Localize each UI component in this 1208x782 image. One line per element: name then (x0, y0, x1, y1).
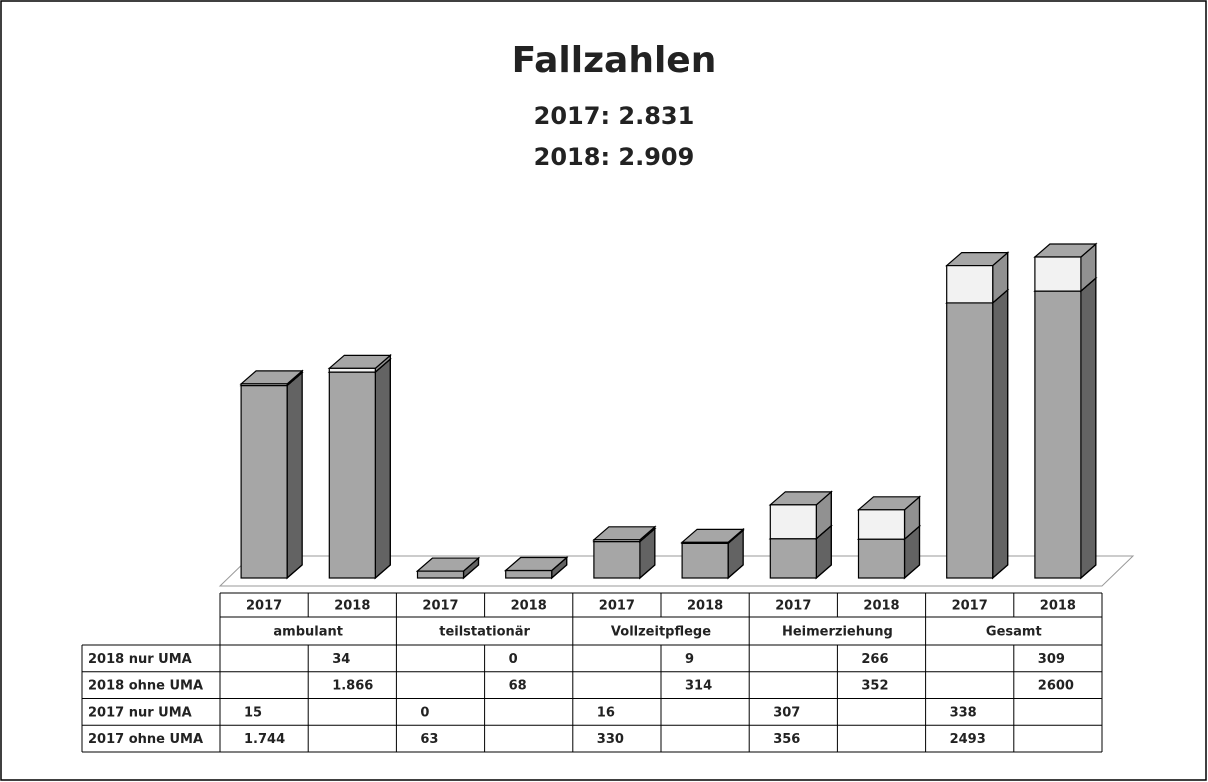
bar-segment (592, 527, 657, 580)
bar-segment (327, 357, 392, 580)
table-value: 0 (509, 652, 518, 667)
bar (593, 539, 641, 543)
bar (1034, 290, 1082, 579)
bar-segment (327, 354, 392, 374)
bar-side-shade (992, 288, 1009, 580)
bar (946, 302, 994, 579)
subtitle: 2017: 2.831 (534, 102, 695, 130)
x-tick-label: 2017 (246, 599, 282, 614)
table-value: 2493 (950, 732, 986, 747)
bar-top (504, 556, 569, 572)
group-label: ambulant (273, 625, 343, 640)
bar-segment (945, 288, 1010, 580)
bar-side-shade (374, 357, 391, 580)
table-value: 266 (861, 652, 888, 667)
table-value: 68 (509, 679, 527, 694)
table-value: 9 (685, 652, 694, 667)
bar-segment (504, 556, 569, 572)
table-value: 307 (773, 705, 800, 720)
bar (769, 538, 817, 579)
table-value: 330 (597, 732, 624, 747)
bar (946, 265, 994, 304)
bar-segment (945, 251, 1010, 305)
x-tick-label: 2017 (422, 599, 458, 614)
table-value: 356 (773, 732, 800, 747)
x-tick-label: 2018 (687, 599, 723, 614)
x-tick-label: 2017 (952, 599, 988, 614)
bar (1034, 256, 1082, 292)
table-value: 2600 (1038, 679, 1074, 694)
group-label: Heimerziehung (782, 625, 893, 640)
bar-segment (239, 369, 304, 387)
x-tick-label: 2017 (775, 599, 811, 614)
legend-label: 2017 ohne UMA (88, 732, 203, 747)
bar (769, 504, 817, 540)
table-value: 338 (950, 705, 977, 720)
bar-top (415, 557, 481, 572)
table-value: 16 (597, 705, 615, 720)
x-tick-label: 2018 (334, 599, 370, 614)
bar (505, 569, 553, 579)
subtitle: 2018: 2.909 (534, 143, 695, 171)
legend-label: 2018 ohne UMA (88, 679, 203, 694)
table-value: 15 (244, 705, 262, 720)
bar-segment (1033, 242, 1098, 293)
table-value: 63 (420, 732, 438, 747)
bar (681, 541, 729, 544)
bar-segment (239, 371, 304, 580)
group-label: Vollzeitpflege (611, 625, 711, 640)
bar-segment (856, 495, 922, 541)
legend-label: 2017 nur UMA (88, 705, 192, 720)
bar-side-shade (1080, 276, 1097, 580)
table-value: 309 (1038, 652, 1065, 667)
group-label: teilstationär (439, 625, 530, 640)
table-value: 352 (861, 679, 888, 694)
bar-segment (768, 490, 833, 541)
bar (593, 540, 641, 579)
bar (240, 383, 288, 387)
bar (240, 384, 288, 579)
bar (681, 542, 729, 579)
x-tick-label: 2018 (1040, 599, 1076, 614)
bar-side-shade (286, 371, 303, 580)
x-tick-label: 2018 (863, 599, 899, 614)
legend-label: 2018 nur UMA (88, 652, 192, 667)
group-label: Gesamt (986, 625, 1042, 640)
chart-title: Fallzahlen (512, 40, 717, 81)
bar-segment (1033, 276, 1098, 580)
bar-segment (592, 525, 657, 543)
bar (857, 509, 906, 540)
table-value: 0 (420, 705, 429, 720)
table-value: 1.744 (244, 732, 285, 747)
bar (328, 367, 376, 373)
bar (857, 538, 906, 579)
x-tick-label: 2017 (599, 599, 635, 614)
bar (328, 371, 376, 579)
bar-segment (415, 557, 481, 572)
bar-segment (680, 528, 745, 545)
table-value: 34 (332, 652, 350, 667)
table-value: 1.866 (332, 679, 373, 694)
bar (416, 570, 465, 579)
table-value: 314 (685, 679, 712, 694)
x-tick-label: 2018 (511, 599, 547, 614)
